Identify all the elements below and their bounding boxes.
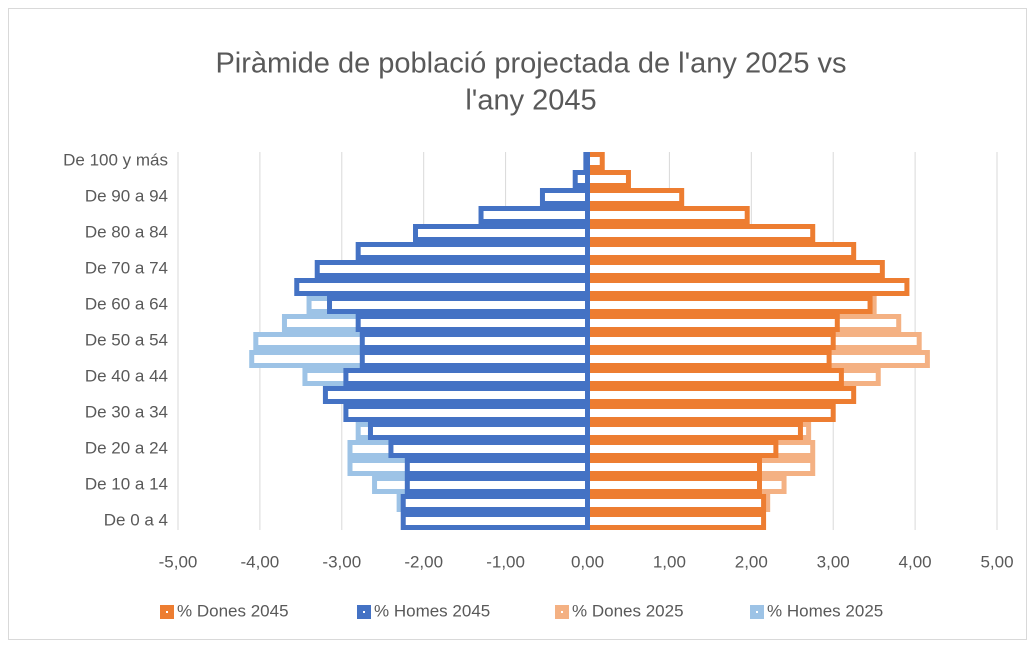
bar bbox=[572, 170, 591, 188]
x-tick-label: -2,00 bbox=[404, 552, 443, 571]
bar bbox=[400, 512, 590, 530]
y-tick-label: De 60 a 64 bbox=[85, 294, 168, 313]
bar bbox=[585, 476, 762, 494]
bar bbox=[585, 368, 844, 386]
x-tick-label: 1,00 bbox=[653, 552, 686, 571]
legend-marker-dot bbox=[363, 611, 365, 613]
bar bbox=[585, 458, 762, 476]
y-tick-label: De 0 a 4 bbox=[104, 510, 168, 529]
bar bbox=[585, 494, 767, 512]
y-tick-label: De 40 a 44 bbox=[85, 366, 168, 385]
x-tick-label: 2,00 bbox=[735, 552, 768, 571]
legend-marker-dot bbox=[756, 611, 758, 613]
x-tick-label: 0,00 bbox=[571, 552, 604, 571]
x-tick-label: -4,00 bbox=[241, 552, 280, 571]
legend-label: % Homes 2045 bbox=[374, 601, 490, 620]
chart-title: Piràmide de població projectada de l'any… bbox=[215, 48, 846, 80]
bar bbox=[294, 278, 590, 296]
legend-marker-dot bbox=[561, 611, 563, 613]
bar bbox=[539, 188, 591, 206]
bar bbox=[355, 314, 590, 332]
bar bbox=[327, 296, 590, 314]
chart-title: l'any 2045 bbox=[465, 85, 596, 117]
y-tick-label: De 70 a 74 bbox=[85, 258, 168, 277]
x-tick-label: -5,00 bbox=[159, 552, 198, 571]
y-tick-label: De 90 a 94 bbox=[85, 186, 168, 205]
x-tick-label: 3,00 bbox=[817, 552, 850, 571]
bar bbox=[343, 368, 590, 386]
bar bbox=[322, 386, 590, 404]
bar bbox=[585, 440, 779, 458]
legend-label: % Homes 2025 bbox=[767, 601, 883, 620]
bar bbox=[585, 296, 873, 314]
y-tick-label: De 20 a 24 bbox=[85, 438, 168, 457]
bar bbox=[404, 458, 590, 476]
x-tick-label: 5,00 bbox=[980, 552, 1013, 571]
bar bbox=[388, 440, 590, 458]
y-tick-label: De 10 a 14 bbox=[85, 474, 168, 493]
legend-label: % Dones 2045 bbox=[177, 601, 289, 620]
bar bbox=[585, 242, 857, 260]
bar bbox=[478, 206, 590, 224]
bar bbox=[585, 260, 885, 278]
bar bbox=[585, 224, 816, 242]
x-tick-label: -3,00 bbox=[322, 552, 361, 571]
bar bbox=[585, 422, 803, 440]
bar bbox=[585, 332, 836, 350]
x-tick-label: 4,00 bbox=[899, 552, 932, 571]
bar bbox=[585, 350, 832, 368]
bar bbox=[343, 404, 590, 422]
bar bbox=[413, 224, 591, 242]
y-tick-label: De 30 a 34 bbox=[85, 402, 168, 421]
bar bbox=[585, 188, 685, 206]
bar bbox=[359, 332, 590, 350]
bar bbox=[404, 476, 590, 494]
y-tick-label: De 50 a 54 bbox=[85, 330, 168, 349]
bar bbox=[585, 386, 857, 404]
bar bbox=[585, 206, 750, 224]
bar bbox=[400, 494, 590, 512]
bar bbox=[585, 170, 631, 188]
x-tick-label: -1,00 bbox=[486, 552, 525, 571]
bar bbox=[585, 404, 836, 422]
bar bbox=[355, 242, 590, 260]
bar bbox=[585, 314, 840, 332]
y-tick-label: De 80 a 84 bbox=[85, 222, 168, 241]
bar bbox=[367, 422, 590, 440]
legend-label: % Dones 2025 bbox=[572, 601, 684, 620]
bar bbox=[583, 152, 590, 170]
legend-marker-dot bbox=[166, 611, 168, 613]
bar bbox=[585, 512, 767, 530]
y-tick-label: De 100 y más bbox=[63, 150, 168, 169]
bar bbox=[359, 350, 590, 368]
bar bbox=[585, 278, 910, 296]
bar bbox=[314, 260, 590, 278]
